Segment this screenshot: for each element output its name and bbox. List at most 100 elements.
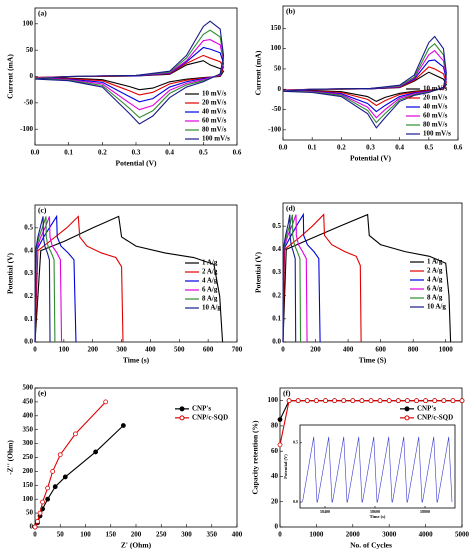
data-point [277,417,283,422]
data-point [323,398,328,404]
x-tick-label: 0.6 [454,144,463,152]
legend-label: 4 A/g [427,276,443,284]
x-tick-label: 0.6 [233,149,242,157]
panel-label: (a) [38,9,47,18]
legend-label: CNP/c-SQD [192,413,228,421]
legend-label: 10 mV/s [423,85,448,93]
x-tick-label: 250 [156,531,167,539]
y-axis-label: Capacity retention (%) [251,420,260,495]
series-line [34,215,124,343]
data-point [459,398,465,404]
x-tick-label: 0.2 [98,149,107,157]
y-tick-label: 0.3 [272,268,281,276]
x-axis-label: Z' (Ohm) [121,541,152,550]
legend-label: 1 A/g [202,259,218,267]
x-tick-label: 0.5 [424,144,433,152]
y-tick-label: 80 [271,422,279,430]
data-point [93,449,98,455]
data-point [423,398,429,404]
x-tick-label: 100 [59,346,70,354]
data-point [450,398,456,404]
x-tick-label: 1000 [309,531,324,539]
data-point [313,398,319,404]
y-tick-label: 0.5 [293,440,298,445]
y-tick-label: 60 [271,447,279,455]
x-tick-label: 3000 [382,531,397,539]
legend-label: 10 A/g [202,304,221,312]
legend-label: 20 mV/s [202,99,227,107]
legend-label: 20 mV/s [423,94,448,102]
x-tick-label: 400 [145,346,156,354]
series-line [34,401,107,528]
y-axis-label: Current (mA) [254,50,263,95]
x-tick-label: 400 [232,531,243,539]
legend-label: 6 A/g [427,285,443,293]
series-line [34,425,124,528]
series-line [282,66,447,107]
data-point [45,485,51,491]
data-point [404,398,410,404]
data-point [359,398,365,404]
legend-label: 40 mV/s [202,108,227,116]
data-point [45,496,51,502]
x-axis-label: Potential (V) [350,154,392,163]
data-point [103,399,109,405]
data-point [441,398,447,404]
y-tick-label: 250 [23,453,34,461]
x-tick-label: 0 [278,531,282,539]
y-tick-label: -100 [268,125,281,133]
series-line [282,212,321,343]
y-tick-label: 400 [23,411,34,419]
data-point [73,431,78,437]
x-tick-label: 200 [310,346,321,354]
data-point [386,398,392,404]
x-axis-label: Potential (V) [115,159,157,168]
legend-label: 1 A/g [427,258,443,266]
x-tick-label: 0.2 [337,144,346,152]
legend-label: 4 A/g [202,277,218,285]
series-line [34,216,56,343]
series-line [34,215,224,343]
legend-label: 10 mV/s [202,90,227,98]
legend-label: 2 A/g [202,268,218,276]
x-tick-label: 800 [408,346,419,354]
y-tick-label: 0.0 [24,338,33,346]
x-tick-label: 100 [80,531,91,539]
y-axis-label: Potential (V) [254,251,263,293]
data-point [40,499,45,505]
plot-frame [279,387,463,528]
x-tick-label: 58400 [320,509,330,514]
y-axis-label: -Z'' (Ohm) [6,440,15,475]
x-tick-label: 0.5 [199,149,208,157]
x-axis-label: No. of Cycles [350,541,392,550]
legend-marker [404,415,410,421]
y-tick-label: 0.0 [293,499,298,504]
x-tick-label: 0.4 [395,144,404,152]
legend-label: 60 mV/s [202,117,227,125]
x-tick-label: 150 [106,531,117,539]
y-tick-label: 0.4 [272,245,281,253]
x-tick-label: 0.1 [308,144,317,152]
y-tick-label: 50 [274,65,282,73]
y-tick-label: 100 [23,495,34,503]
y-tick-label: 40 [271,472,279,480]
panel-label: (d) [286,204,296,213]
series-line [282,71,447,103]
y-axis-label: Potential (V) [6,252,15,294]
data-point [332,398,338,404]
x-tick-label: 0.4 [165,149,174,157]
data-point [57,452,63,458]
x-tick-label: 2000 [346,531,361,539]
data-point [286,398,292,404]
y-tick-label: 300 [23,439,34,447]
series-line [34,29,225,119]
y-tick-label: 350 [23,425,34,433]
series-line [302,436,453,503]
x-tick-label: 0.3 [132,149,141,157]
y-tick-label: 0.3 [24,269,33,277]
data-point [50,468,56,474]
data-point [377,398,383,404]
x-tick-label: 350 [207,531,218,539]
y-tick-label: 0 [30,72,34,80]
panel-label: (c) [38,206,47,215]
